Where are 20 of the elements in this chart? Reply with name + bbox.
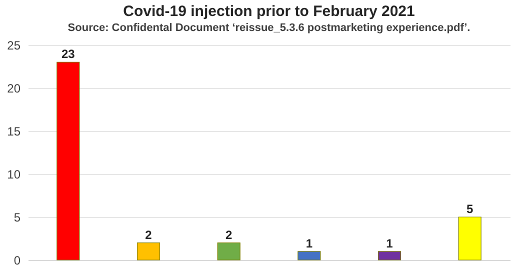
chart-subtitle: Source: Confidental Document ‘reissue_5.3.6 postmarketing experience.pdf’. bbox=[68, 22, 470, 34]
y-tick-label: 0 bbox=[14, 254, 21, 268]
y-tick-label: 15 bbox=[7, 124, 21, 138]
y-tick-label: 25 bbox=[7, 38, 21, 52]
bar bbox=[298, 251, 321, 260]
bar bbox=[458, 216, 482, 260]
data-label: 5 bbox=[466, 202, 474, 216]
data-label: 1 bbox=[306, 236, 313, 250]
data-label: 2 bbox=[225, 228, 232, 242]
bar bbox=[56, 62, 80, 260]
chart-title: Covid-19 injection prior to February 2021 bbox=[123, 3, 415, 20]
bar bbox=[217, 242, 240, 260]
data-label: 1 bbox=[386, 236, 394, 250]
y-tick-label: 5 bbox=[14, 210, 21, 224]
bar bbox=[378, 251, 402, 260]
bar bbox=[136, 242, 160, 260]
y-tick-label: 10 bbox=[7, 168, 21, 182]
y-tick-label: 20 bbox=[7, 82, 21, 96]
data-label: 2 bbox=[145, 228, 152, 242]
data-label: 23 bbox=[61, 47, 76, 62]
